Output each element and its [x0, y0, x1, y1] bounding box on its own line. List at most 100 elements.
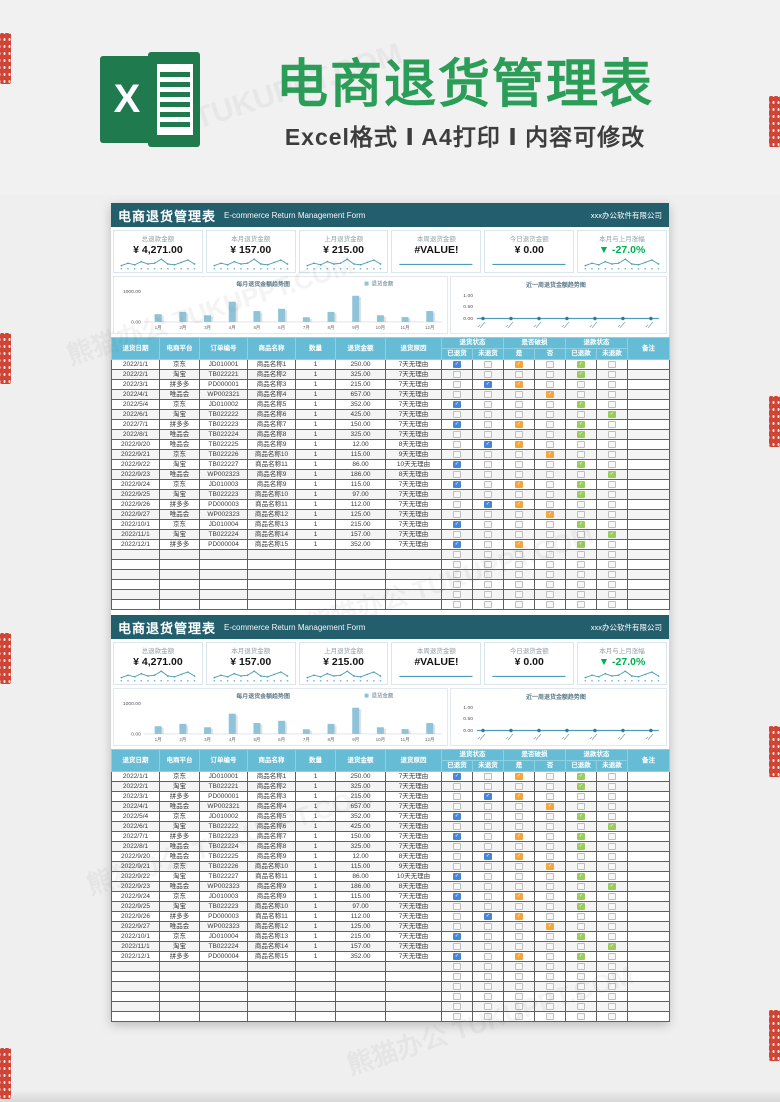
cell-qty[interactable]: 1 — [295, 459, 336, 470]
cell-reason[interactable]: 7天无理由 — [385, 539, 442, 550]
checkbox-damaged-no-icon[interactable] — [546, 952, 554, 960]
cell-not-returned[interactable] — [472, 881, 504, 892]
cell-refunded[interactable] — [565, 549, 597, 560]
cell-return-date[interactable]: 2022/9/26 — [111, 499, 160, 510]
cell-platform[interactable]: 唯品会 — [159, 439, 200, 450]
cell-not-returned[interactable] — [472, 821, 504, 832]
checkbox-damaged-no-icon[interactable] — [546, 530, 554, 538]
cell-not-refunded[interactable] — [596, 861, 628, 872]
cell-empty[interactable] — [111, 991, 160, 1002]
cell-damaged-yes[interactable] — [503, 901, 535, 912]
cell-empty[interactable] — [385, 1011, 442, 1022]
cell-refunded[interactable]: ✓ — [565, 459, 597, 470]
sub-header-refunded[interactable]: 已退款 — [565, 760, 597, 772]
cell-not-returned[interactable] — [472, 369, 504, 380]
cell-not-returned[interactable] — [472, 579, 504, 590]
cell-product[interactable]: 商品名称11 — [247, 911, 296, 922]
cell-return-date[interactable]: 2022/11/1 — [111, 529, 160, 540]
cell-empty[interactable] — [295, 971, 336, 982]
cell-not-returned[interactable] — [472, 429, 504, 440]
checkbox-not-returned-icon[interactable] — [484, 360, 492, 368]
cell-not-refunded[interactable] — [596, 961, 628, 972]
cell-empty[interactable] — [159, 981, 200, 992]
cell-product[interactable]: 商品名称4 — [247, 389, 296, 400]
cell-empty[interactable] — [159, 1011, 200, 1022]
cell-damaged-no[interactable] — [534, 359, 566, 370]
cell-not-refunded[interactable] — [596, 429, 628, 440]
checkbox-damaged-yes-icon[interactable] — [515, 570, 523, 578]
checkbox-returned-icon[interactable] — [453, 600, 461, 608]
cell-returned[interactable] — [441, 781, 473, 792]
checkbox-damaged-yes-icon[interactable] — [515, 560, 523, 568]
checkbox-damaged-no-icon[interactable] — [546, 400, 554, 408]
cell-platform[interactable]: 京东 — [159, 449, 200, 460]
cell-return-date[interactable]: 2022/12/1 — [111, 539, 160, 550]
cell-damaged-no[interactable] — [534, 981, 566, 992]
cell-empty[interactable] — [385, 599, 442, 610]
checkbox-not-returned-icon[interactable] — [484, 370, 492, 378]
cell-amount[interactable]: 215.00 — [335, 931, 386, 942]
checkbox-damaged-no-icon[interactable] — [546, 370, 554, 378]
cell-damaged-no[interactable] — [534, 991, 566, 1002]
cell-returned[interactable] — [441, 579, 473, 590]
checkbox-damaged-yes-icon[interactable] — [515, 982, 523, 990]
cell-not-refunded[interactable] — [596, 499, 628, 510]
cell-refunded[interactable]: ✓ — [565, 429, 597, 440]
cell-returned[interactable]: ✓ — [441, 519, 473, 530]
col-header-reason[interactable]: 退货原因 — [385, 337, 442, 360]
checkbox-not-refunded-icon[interactable] — [608, 430, 616, 438]
cell-damaged-yes[interactable] — [503, 569, 535, 580]
checkbox-not-refunded-icon[interactable] — [608, 972, 616, 980]
cell-damaged-yes[interactable]: ✓ — [503, 771, 535, 782]
cell-note[interactable] — [627, 991, 670, 1002]
checkbox-damaged-no-icon[interactable] — [546, 812, 554, 820]
cell-note[interactable] — [627, 549, 670, 560]
cell-return-date[interactable]: 2022/9/23 — [111, 469, 160, 480]
cell-qty[interactable]: 1 — [295, 941, 336, 952]
cell-damaged-no[interactable] — [534, 559, 566, 570]
checkbox-damaged-yes-icon[interactable] — [515, 812, 523, 820]
cell-reason[interactable]: 7天无理由 — [385, 479, 442, 490]
checkbox-refunded-icon[interactable] — [577, 862, 585, 870]
cell-order-no[interactable]: PD000004 — [199, 951, 248, 962]
cell-product[interactable]: 商品名称3 — [247, 791, 296, 802]
checkbox-damaged-yes-icon[interactable]: ✓ — [515, 912, 523, 920]
cell-note[interactable] — [627, 589, 670, 600]
cell-not-returned[interactable] — [472, 459, 504, 470]
checkbox-not-refunded-icon[interactable] — [608, 580, 616, 588]
cell-amount[interactable]: 325.00 — [335, 841, 386, 852]
checkbox-refunded-icon[interactable] — [577, 962, 585, 970]
checkbox-damaged-no-icon[interactable] — [546, 972, 554, 980]
cell-damaged-yes[interactable] — [503, 389, 535, 400]
cell-empty[interactable] — [335, 579, 386, 590]
cell-return-date[interactable]: 2022/2/1 — [111, 781, 160, 792]
cell-platform[interactable]: 京东 — [159, 399, 200, 410]
checkbox-damaged-no-icon[interactable]: ✓ — [546, 922, 554, 930]
checkbox-damaged-no-icon[interactable] — [546, 600, 554, 608]
checkbox-damaged-yes-icon[interactable] — [515, 430, 523, 438]
cell-empty[interactable] — [247, 549, 296, 560]
cell-not-refunded[interactable] — [596, 781, 628, 792]
cell-damaged-no[interactable] — [534, 851, 566, 862]
cell-qty[interactable]: 1 — [295, 509, 336, 520]
cell-damaged-yes[interactable] — [503, 509, 535, 520]
cell-damaged-yes[interactable] — [503, 489, 535, 500]
cell-note[interactable] — [627, 901, 670, 912]
cell-product[interactable]: 商品名称10 — [247, 449, 296, 460]
cell-note[interactable] — [627, 841, 670, 852]
cell-not-refunded[interactable]: ✓ — [596, 469, 628, 480]
checkbox-not-returned-icon[interactable] — [484, 932, 492, 940]
cell-not-returned[interactable] — [472, 569, 504, 580]
cell-product[interactable]: 商品名称9 — [247, 469, 296, 480]
cell-reason[interactable]: 7天无理由 — [385, 529, 442, 540]
cell-damaged-no[interactable] — [534, 379, 566, 390]
cell-not-returned[interactable] — [472, 529, 504, 540]
checkbox-refunded-icon[interactable]: ✓ — [577, 540, 585, 548]
checkbox-not-refunded-icon[interactable] — [608, 370, 616, 378]
cell-damaged-no[interactable] — [534, 951, 566, 962]
cell-empty[interactable] — [111, 961, 160, 972]
checkbox-not-returned-icon[interactable]: ✓ — [484, 440, 492, 448]
cell-empty[interactable] — [111, 1001, 160, 1012]
cell-platform[interactable]: 拼多多 — [159, 419, 200, 430]
cell-reason[interactable]: 7天无理由 — [385, 951, 442, 962]
